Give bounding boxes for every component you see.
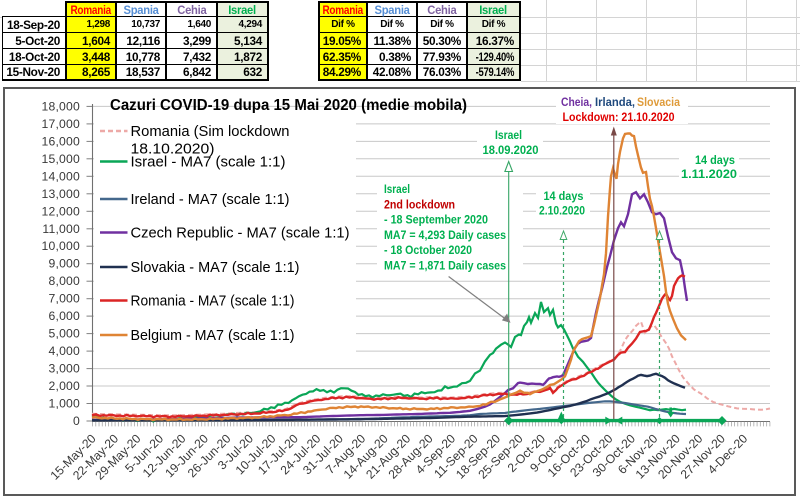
svg-text:0: 0 [73,414,80,428]
svg-text:15,000: 15,000 [42,152,80,166]
svg-text:1.11.2020: 1.11.2020 [681,167,737,181]
svg-text:Ireland - MA7 (scale 1:1): Ireland - MA7 (scale 1:1) [131,191,290,208]
svg-text:Cheia,: Cheia, [561,95,592,109]
svg-text:12,000: 12,000 [42,204,80,218]
svg-text:Slovakia - MA7 (scale 1:1): Slovakia - MA7 (scale 1:1) [131,259,300,276]
svg-text:14 days: 14 days [544,189,584,203]
svg-text:Cazuri COVID-19 dupa 15 Mai 20: Cazuri COVID-19 dupa 15 Mai 2020 (medie … [110,97,467,114]
svg-text:5,000: 5,000 [49,327,81,341]
svg-text:2.10.2020: 2.10.2020 [539,204,585,218]
svg-text:Belgium - MA7 (scale 1:1): Belgium - MA7 (scale 1:1) [131,327,295,344]
svg-text:Israel - MA7 (scale 1:1): Israel - MA7 (scale 1:1) [131,154,286,171]
svg-text:8,000: 8,000 [49,274,81,288]
svg-text:- 18 September 2020: - 18 September 2020 [384,213,488,227]
svg-text:Slovacia: Slovacia [637,95,680,109]
svg-text:Israel: Israel [495,128,522,142]
svg-text:6,000: 6,000 [49,309,81,323]
svg-text:MA7 = 4,293 Daily cases: MA7 = 4,293 Daily cases [384,228,506,242]
svg-text:18.10.2020): 18.10.2020) [131,141,215,158]
svg-text:4,000: 4,000 [49,344,81,358]
svg-text:2,000: 2,000 [49,379,81,393]
svg-text:1,000: 1,000 [49,397,81,411]
svg-text:MA7 = 1,871 Daily cases: MA7 = 1,871 Daily cases [384,259,506,273]
svg-text:2nd lockdown: 2nd lockdown [384,197,455,211]
svg-text:- 18 October 2020: - 18 October 2020 [384,243,472,257]
svg-text:18,000: 18,000 [42,99,80,113]
svg-text:3,000: 3,000 [49,362,81,376]
svg-text:14 days: 14 days [695,153,735,167]
svg-text:11,000: 11,000 [42,222,80,236]
svg-text:14,000: 14,000 [42,169,80,183]
svg-text:18.09.2020: 18.09.2020 [483,143,539,157]
svg-text:13,000: 13,000 [42,187,80,201]
svg-text:Irlanda,: Irlanda, [595,95,635,109]
svg-text:16,000: 16,000 [42,134,80,148]
svg-text:7,000: 7,000 [49,292,81,306]
svg-text:10,000: 10,000 [42,239,80,253]
svg-text:Israel: Israel [384,182,410,196]
svg-text:9,000: 9,000 [49,257,81,271]
svg-text:Romania (Sim lockdown: Romania (Sim lockdown [131,123,290,140]
svg-text:Romania - MA7 (scale 1:1): Romania - MA7 (scale 1:1) [131,293,295,310]
svg-text:17,000: 17,000 [42,117,80,131]
svg-text:Czech Republic - MA7 (scale 1:: Czech Republic - MA7 (scale 1:1) [131,225,350,242]
svg-text:Lockdown: 21.10.2020: Lockdown: 21.10.2020 [563,110,675,124]
